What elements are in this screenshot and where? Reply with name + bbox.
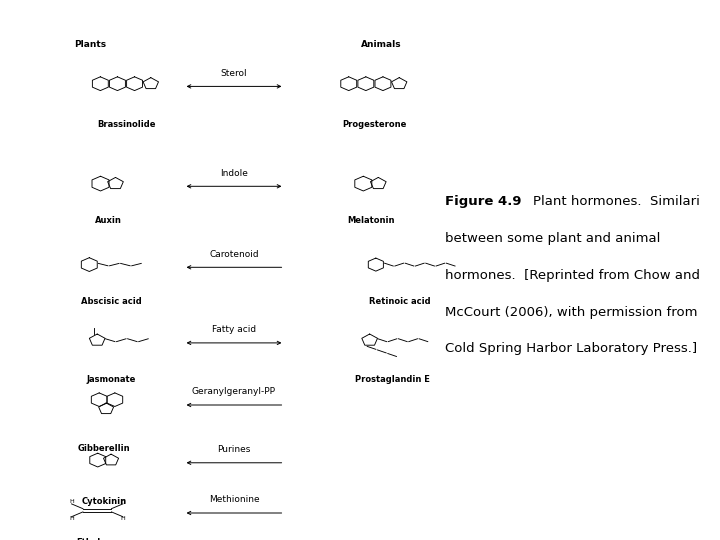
Text: Brassinolide: Brassinolide — [96, 120, 156, 130]
Text: Geranylgeranyl-PP: Geranylgeranyl-PP — [192, 387, 276, 396]
Text: Progesterone: Progesterone — [342, 120, 407, 130]
Text: H: H — [69, 500, 74, 504]
Text: H: H — [120, 516, 125, 521]
Text: Melatonin: Melatonin — [347, 216, 395, 225]
Text: between some plant and animal: between some plant and animal — [445, 232, 660, 245]
Text: McCourt (2006), with permission from: McCourt (2006), with permission from — [445, 306, 698, 319]
Text: Animals: Animals — [361, 39, 402, 49]
Text: Abscisic acid: Abscisic acid — [81, 297, 142, 306]
Text: Sterol: Sterol — [221, 69, 247, 78]
Text: Indole: Indole — [220, 168, 248, 178]
Text: Cold Spring Harbor Laboratory Press.]: Cold Spring Harbor Laboratory Press.] — [445, 342, 697, 355]
Text: hormones.  [Reprinted from Chow and: hormones. [Reprinted from Chow and — [445, 269, 700, 282]
Text: Ethylene: Ethylene — [76, 538, 118, 540]
Text: Plant hormones.  Similari: Plant hormones. Similari — [516, 195, 699, 208]
Text: Carotenoid: Carotenoid — [210, 249, 258, 259]
Text: H: H — [69, 516, 74, 521]
Text: Fatty acid: Fatty acid — [212, 325, 256, 334]
Text: Auxin: Auxin — [94, 216, 122, 225]
Text: Purines: Purines — [217, 445, 251, 454]
Text: Methionine: Methionine — [209, 495, 259, 504]
Text: Figure 4.9: Figure 4.9 — [445, 195, 521, 208]
Text: Prostaglandin E: Prostaglandin E — [355, 375, 430, 384]
Text: Plants: Plants — [74, 39, 106, 49]
Text: Cytokinin: Cytokinin — [82, 497, 127, 506]
Text: Gibberellin: Gibberellin — [78, 444, 131, 454]
Text: H: H — [120, 500, 125, 504]
Text: Jasmonate: Jasmonate — [87, 375, 136, 384]
Text: Retinoic acid: Retinoic acid — [369, 297, 431, 306]
